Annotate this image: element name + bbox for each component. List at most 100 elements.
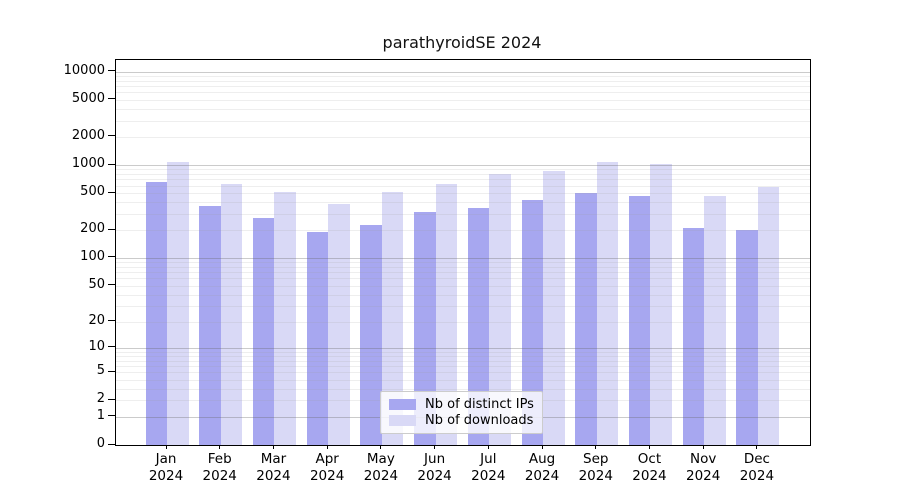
y-tick-label-1000: 1000 (71, 156, 105, 172)
x-tick-mark (380, 445, 382, 449)
y-tick-label-20: 20 (88, 312, 105, 328)
x-tick-label-jan: Jan 2024 (134, 451, 198, 485)
x-tick-mark (165, 445, 167, 449)
x-tick-label-nov: Nov 2024 (671, 451, 735, 485)
y-tick-label-200: 200 (80, 221, 105, 237)
x-tick-year: 2024 (363, 468, 399, 484)
x-tick-label-feb: Feb 2024 (188, 451, 252, 485)
x-tick-year: 2024 (578, 468, 613, 484)
y-tick-mark (108, 163, 115, 165)
bar-downloads-apr (328, 203, 350, 445)
x-tick-mark (756, 445, 758, 449)
y-tick-label-10: 10 (88, 338, 105, 354)
y-tick-mark (108, 346, 115, 348)
bar-distinct-ips-jun (414, 212, 436, 445)
gridline-minor-600 (116, 185, 810, 187)
gridline-minor-5000 (116, 99, 810, 101)
x-tick-month: Feb (207, 451, 232, 467)
gridline-minor-2000 (116, 136, 810, 138)
y-tick-label-2000: 2000 (71, 127, 105, 143)
y-tick-mark (108, 284, 115, 286)
gridline-minor-7000 (116, 86, 810, 88)
y-tick-label-50: 50 (88, 276, 105, 292)
gridline-minor-80 (116, 266, 810, 268)
gridline-minor-3000 (116, 120, 810, 122)
y-tick-mark (108, 256, 115, 258)
y-tick-mark (108, 228, 115, 230)
bar-distinct-ips-apr (306, 232, 329, 445)
x-tick-mark (326, 445, 328, 449)
gridline-major-100 (116, 257, 810, 259)
gridline-major-1000 (116, 165, 810, 167)
bar-distinct-ips-aug (521, 200, 544, 445)
x-tick-year: 2024 (686, 468, 721, 484)
gridline-minor-3 (116, 388, 810, 390)
gridline-minor-5 (116, 372, 810, 374)
x-tick-label-may: May 2024 (349, 451, 413, 485)
gridline-minor-40 (116, 294, 810, 296)
y-tick-mark (108, 70, 115, 72)
x-tick-label-jul: Jul 2024 (456, 451, 520, 485)
x-tick-label-jun: Jun 2024 (403, 451, 467, 485)
y-tick-label-1: 1 (96, 407, 105, 423)
x-tick-month: Jul (480, 451, 497, 467)
x-tick-mark (648, 445, 650, 449)
x-tick-month: Mar (260, 451, 287, 467)
y-tick-mark (108, 191, 115, 193)
x-tick-mark (487, 445, 489, 449)
bar-downloads-jul (489, 173, 511, 445)
x-tick-year: 2024 (471, 468, 506, 484)
gridline-minor-4 (116, 379, 810, 381)
y-tick-label-2: 2 (96, 391, 105, 407)
bar-downloads-mar (274, 191, 296, 445)
x-tick-mark (272, 445, 274, 449)
x-tick-label-oct: Oct 2024 (617, 451, 681, 485)
bar-distinct-ips-jul (467, 207, 490, 445)
x-tick-year: 2024 (417, 468, 452, 484)
x-tick-year: 2024 (524, 468, 560, 484)
gridline-minor-200 (116, 230, 810, 232)
x-tick-month: Jan (155, 451, 177, 467)
bar-downloads-may (381, 191, 404, 445)
gridline-major-10 (116, 347, 810, 349)
bar-downloads-aug (543, 170, 565, 445)
gridline-minor-400 (116, 202, 810, 204)
bar-distinct-ips-may (360, 225, 382, 445)
x-tick-year: 2024 (148, 468, 184, 484)
legend-item-downloads: Nb of downloads (389, 413, 534, 428)
x-tick-label-apr: Apr 2024 (295, 451, 359, 485)
bar-downloads-jun (435, 183, 458, 445)
y-tick-label-5: 5 (96, 363, 105, 379)
gridline-minor-8 (116, 355, 810, 357)
gridline-minor-700 (116, 179, 810, 181)
gridline-minor-20 (116, 321, 810, 323)
gridline-minor-50 (116, 285, 810, 287)
chart-title: parathyroidSE 2024 (382, 33, 542, 52)
gridline-minor-9 (116, 351, 810, 353)
legend-label-downloads: Nb of downloads (425, 413, 534, 429)
gridline-minor-6000 (116, 92, 810, 94)
y-tick-mark (108, 98, 115, 100)
legend-item-distinct-ips: Nb of distinct IPs (389, 397, 534, 412)
bar-distinct-ips-feb (199, 206, 221, 445)
x-tick-mark (434, 445, 436, 449)
x-tick-year: 2024 (202, 468, 237, 484)
x-tick-mark (702, 445, 704, 449)
bar-downloads-jan (167, 161, 189, 445)
y-tick-label-10000: 10000 (63, 62, 105, 78)
bar-distinct-ips-dec (736, 230, 758, 445)
y-tick-label-500: 500 (80, 184, 105, 200)
y-tick-label-5000: 5000 (71, 90, 105, 106)
y-tick-mark (108, 320, 115, 322)
y-tick-mark (108, 370, 115, 372)
gridline-minor-7 (116, 360, 810, 362)
bar-downloads-oct (650, 164, 672, 445)
y-tick-label-100: 100 (80, 248, 105, 264)
x-tick-month: Nov (690, 451, 717, 467)
x-tick-mark (595, 445, 597, 449)
x-tick-year: 2024 (309, 468, 345, 484)
x-tick-month: Oct (637, 451, 662, 467)
gridline-minor-6 (116, 366, 810, 368)
y-tick-mark (108, 135, 115, 137)
